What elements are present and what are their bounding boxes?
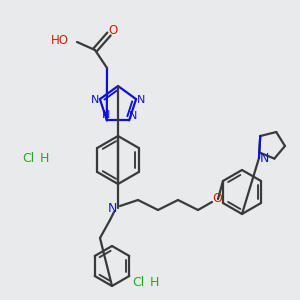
Text: O: O bbox=[108, 25, 118, 38]
Text: O: O bbox=[212, 193, 222, 206]
Text: HO: HO bbox=[51, 34, 69, 46]
Text: N: N bbox=[137, 95, 145, 105]
Text: Cl: Cl bbox=[22, 152, 34, 164]
Text: N: N bbox=[129, 111, 137, 122]
Text: H: H bbox=[149, 275, 159, 289]
Text: N: N bbox=[91, 95, 99, 105]
Text: N: N bbox=[102, 110, 110, 120]
Text: Cl: Cl bbox=[132, 275, 144, 289]
Text: N: N bbox=[107, 202, 117, 214]
Text: H: H bbox=[39, 152, 49, 164]
Text: N: N bbox=[259, 152, 269, 164]
